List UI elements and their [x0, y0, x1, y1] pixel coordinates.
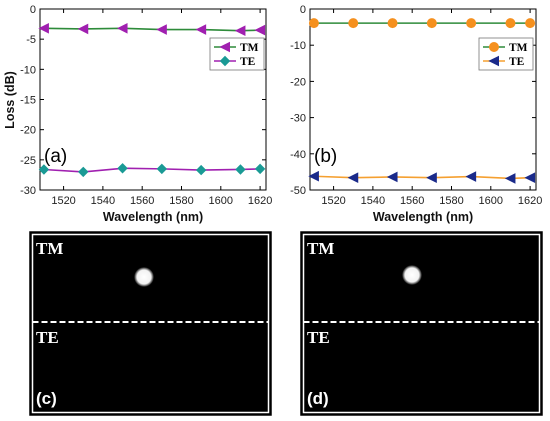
data-point-te: [235, 164, 246, 175]
data-point-te: [38, 164, 50, 175]
y-tick-label: -25: [20, 155, 36, 167]
x-tick-label: 1520: [51, 195, 75, 207]
y-tick-label: -15: [20, 95, 36, 107]
mode-label-te: TE: [307, 328, 330, 347]
data-point-tm: [156, 24, 167, 35]
legend: TM TE: [478, 37, 534, 71]
x-tick-label: 1520: [321, 195, 345, 207]
data-point-tm: [466, 18, 477, 29]
x-tick-label: 1580: [439, 195, 463, 207]
panel-label: (c): [36, 389, 57, 408]
image-panel-inner-border: [302, 233, 541, 414]
y-tick-label: -10: [290, 40, 306, 52]
plot-frame: [309, 8, 537, 191]
legend-marker: [219, 41, 230, 53]
legend-box: [209, 37, 265, 71]
x-tick-label: 1580: [169, 195, 193, 207]
data-point-tm: [426, 18, 437, 29]
data-point-tm: [77, 23, 89, 35]
y-tick-label: -20: [20, 125, 36, 137]
series-line-te: [43, 167, 261, 173]
x-tick-label: 1600: [479, 195, 503, 207]
panel-label: (b): [314, 146, 337, 167]
legend-marker: [219, 55, 231, 67]
data-point-te: [195, 164, 207, 176]
x-axis-title: Wavelength (nm): [373, 210, 473, 224]
data-point-te: [347, 172, 359, 184]
data-point-tm: [116, 22, 128, 34]
data-point-tm: [308, 18, 319, 29]
image-panel-border: [300, 231, 543, 416]
x-tick-label: 1540: [91, 195, 115, 207]
data-point-te: [156, 163, 168, 175]
data-point-te: [78, 166, 89, 178]
x-tick-label: 1560: [400, 195, 424, 207]
mode-spot-tm: [134, 267, 154, 287]
data-point-tm: [387, 18, 398, 29]
data-point-tm: [234, 25, 246, 37]
mode-label-te: TE: [36, 328, 59, 347]
data-point-te: [426, 172, 437, 184]
legend-label: TM: [240, 42, 259, 54]
y-axis-title: Loss (dB): [3, 71, 17, 129]
data-point-te: [504, 173, 516, 184]
x-tick-label: 1540: [361, 195, 385, 207]
mode-label-tm: TM: [36, 239, 63, 258]
data-point-tm: [254, 24, 266, 36]
data-point-te: [465, 171, 477, 182]
legend-marker: [488, 55, 499, 67]
chart-a: 0 -5 -10 -15 -20 -25 -30 1520 1540 1560 1580 1600 1…: [3, 4, 272, 224]
series-line-te: [313, 175, 531, 180]
y-tick-label: -20: [290, 76, 306, 88]
data-point-te: [524, 172, 536, 184]
image-panel-c: TM TE (c): [29, 231, 272, 416]
legend: TM TE: [209, 37, 265, 71]
chart-b: 0 -10 -20 -30 -40 -50 1520 1540 1560 1580 1600 162…: [290, 4, 542, 224]
y-tick-label: -50: [290, 185, 306, 197]
y-tick-label: 0: [30, 4, 36, 16]
data-point-tm: [525, 18, 536, 29]
legend-marker: [489, 42, 499, 52]
data-point-te: [117, 163, 128, 174]
y-tick-label: -30: [290, 113, 306, 125]
legend-label: TE: [509, 56, 525, 68]
plot-frame: [39, 8, 267, 191]
x-axis-title: Wavelength (nm): [103, 210, 203, 224]
data-point-te: [254, 163, 266, 175]
y-tick-label: 0: [300, 4, 306, 16]
image-panel-d: TM TE (d): [300, 231, 543, 416]
series-line-tm: [43, 27, 261, 32]
panel-label: (d): [307, 389, 329, 408]
legend-label: TM: [509, 42, 528, 54]
data-point-tm: [348, 18, 359, 29]
data-point-tm: [505, 18, 516, 29]
data-point-tm: [38, 22, 49, 34]
image-panel-inner-border: [31, 233, 270, 414]
mode-label-tm: TM: [307, 239, 334, 258]
panel-label: (a): [44, 146, 67, 167]
legend-label: TE: [240, 56, 256, 68]
data-point-te: [386, 171, 398, 183]
y-tick-label: -30: [20, 185, 36, 197]
y-tick-label: -10: [20, 64, 36, 76]
x-tick-label: 1620: [518, 195, 542, 207]
data-point-tm: [195, 24, 207, 35]
y-tick-label: -40: [290, 149, 306, 161]
image-panel-border: [29, 231, 272, 416]
mode-spot-tm: [402, 265, 422, 285]
x-tick-label: 1560: [130, 195, 154, 207]
legend-box: [478, 37, 534, 71]
data-point-te: [308, 170, 319, 182]
y-tick-label: -5: [26, 34, 36, 46]
x-tick-label: 1620: [248, 195, 272, 207]
x-tick-label: 1600: [209, 195, 233, 207]
